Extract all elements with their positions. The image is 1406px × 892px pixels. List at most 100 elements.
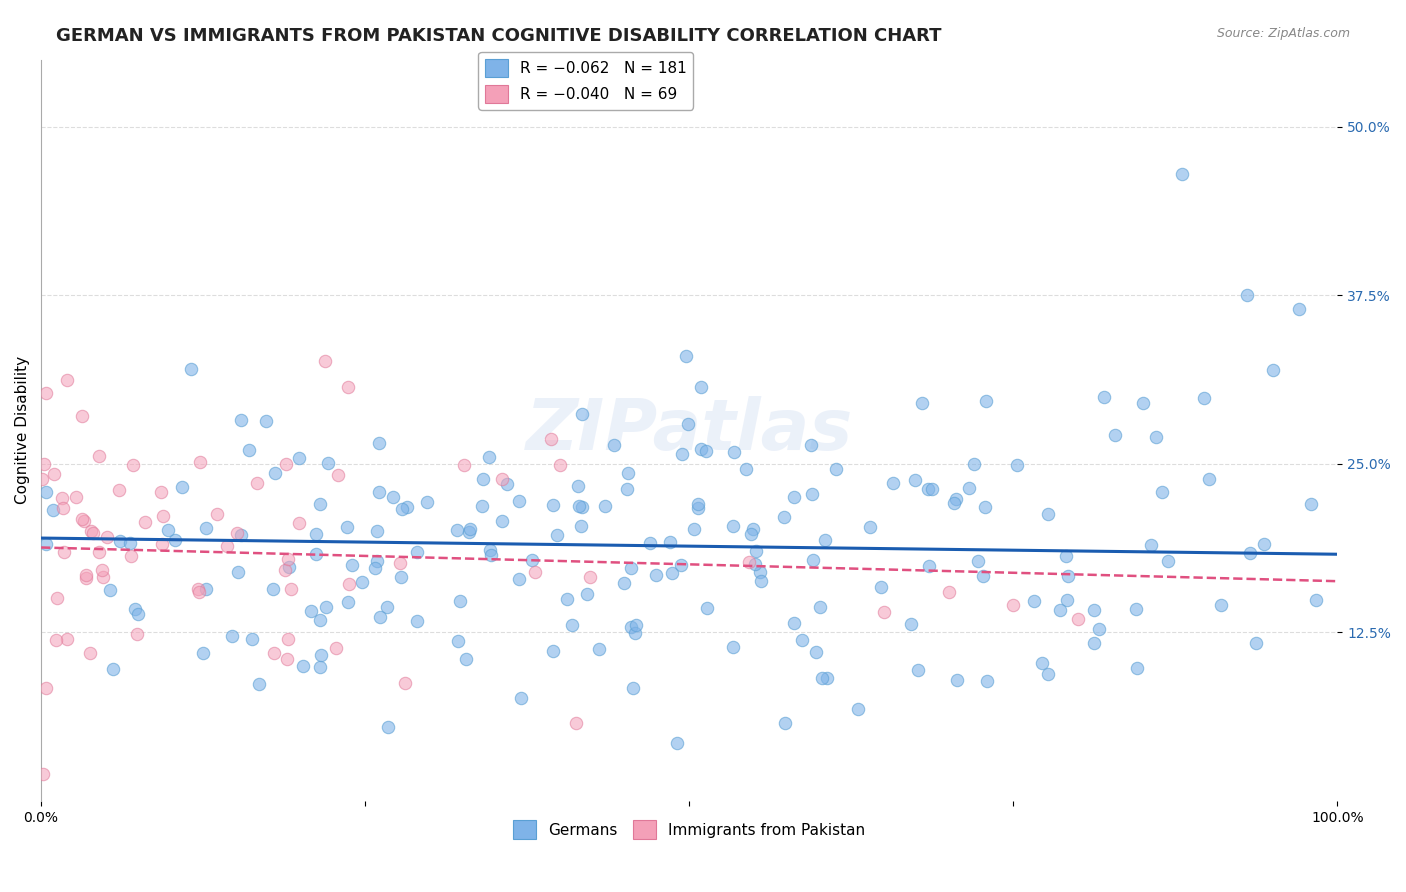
- Point: [808, 600, 831, 615]
- Point: [277, 632, 299, 646]
- Point: [1209, 598, 1232, 612]
- Point: [1236, 288, 1258, 302]
- Point: [1056, 592, 1078, 607]
- Point: [246, 475, 269, 490]
- Point: [35, 537, 58, 551]
- Point: [491, 514, 513, 528]
- Point: [382, 491, 405, 505]
- Point: [91, 563, 114, 577]
- Point: [564, 716, 586, 731]
- Point: [918, 559, 941, 574]
- Point: [453, 458, 475, 472]
- Point: [299, 604, 322, 618]
- Point: [723, 445, 745, 459]
- Point: [571, 407, 593, 421]
- Point: [689, 379, 711, 393]
- Point: [1031, 656, 1053, 670]
- Point: [1132, 396, 1154, 410]
- Point: [749, 565, 772, 579]
- Point: [744, 557, 766, 571]
- Point: [846, 702, 869, 716]
- Point: [1144, 430, 1167, 444]
- Point: [364, 561, 387, 575]
- Point: [447, 634, 470, 648]
- Point: [859, 520, 882, 534]
- Point: [221, 629, 243, 643]
- Point: [309, 497, 332, 511]
- Point: [278, 560, 301, 574]
- Point: [263, 646, 285, 660]
- Point: [80, 524, 103, 539]
- Point: [1002, 599, 1025, 613]
- Point: [134, 515, 156, 529]
- Point: [588, 642, 610, 657]
- Point: [337, 595, 360, 609]
- Point: [548, 458, 571, 472]
- Point: [623, 681, 645, 696]
- Point: [541, 499, 564, 513]
- Point: [671, 447, 693, 461]
- Point: [945, 492, 967, 507]
- Point: [150, 484, 173, 499]
- Point: [377, 720, 399, 734]
- Point: [226, 526, 249, 541]
- Point: [541, 644, 564, 658]
- Point: [127, 607, 149, 621]
- Text: Source: ZipAtlas.com: Source: ZipAtlas.com: [1216, 27, 1350, 40]
- Point: [800, 487, 823, 501]
- Point: [163, 533, 186, 548]
- Point: [773, 716, 796, 731]
- Point: [900, 616, 922, 631]
- Point: [350, 575, 373, 590]
- Point: [56, 632, 79, 646]
- Point: [305, 527, 328, 541]
- Point: [1125, 602, 1147, 616]
- Point: [675, 349, 697, 363]
- Point: [107, 483, 129, 498]
- Point: [800, 438, 823, 452]
- Point: [1083, 603, 1105, 617]
- Point: [405, 614, 427, 628]
- Point: [34, 385, 56, 400]
- Point: [457, 524, 479, 539]
- Point: [1253, 537, 1275, 551]
- Point: [1301, 497, 1323, 511]
- Point: [456, 652, 478, 666]
- Point: [82, 525, 104, 540]
- Point: [508, 493, 530, 508]
- Point: [620, 620, 643, 634]
- Text: ZIPatlas: ZIPatlas: [526, 396, 853, 465]
- Point: [194, 521, 217, 535]
- Point: [957, 481, 980, 495]
- Point: [1239, 546, 1261, 560]
- Point: [288, 516, 311, 531]
- Point: [273, 563, 295, 577]
- Point: [1088, 622, 1111, 636]
- Point: [368, 485, 391, 500]
- Point: [963, 457, 986, 471]
- Point: [804, 645, 827, 659]
- Point: [315, 600, 337, 615]
- Point: [276, 651, 298, 665]
- Point: [288, 450, 311, 465]
- Point: [911, 395, 934, 409]
- Point: [98, 582, 121, 597]
- Point: [1005, 458, 1028, 473]
- Point: [44, 467, 66, 481]
- Point: [661, 566, 683, 580]
- Point: [91, 570, 114, 584]
- Point: [1126, 661, 1149, 675]
- Point: [96, 530, 118, 544]
- Point: [783, 490, 806, 504]
- Point: [124, 601, 146, 615]
- Point: [32, 457, 55, 471]
- Point: [231, 413, 253, 427]
- Point: [686, 497, 709, 511]
- Point: [180, 361, 202, 376]
- Point: [446, 523, 468, 537]
- Point: [121, 458, 143, 472]
- Point: [1083, 636, 1105, 650]
- Point: [665, 736, 688, 750]
- Point: [976, 673, 998, 688]
- Point: [520, 553, 543, 567]
